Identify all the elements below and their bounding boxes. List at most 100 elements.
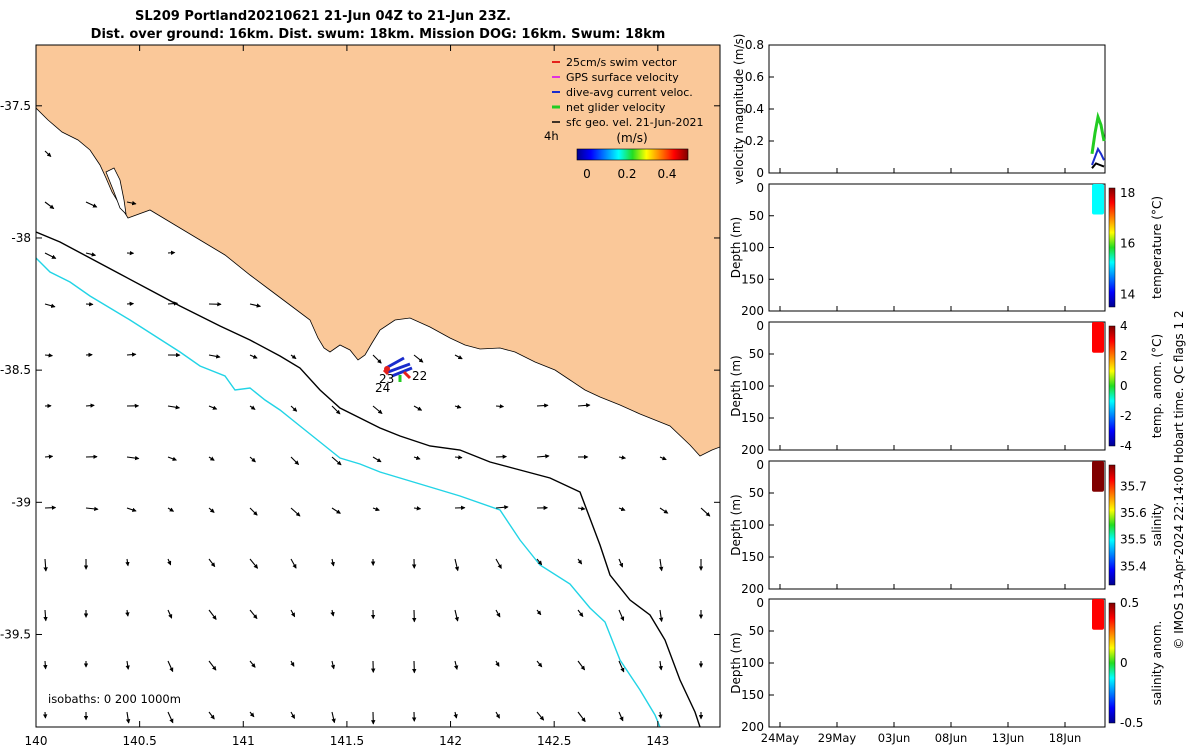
- geo-vector-arrow: [618, 506, 626, 512]
- panel-y-label: Depth (m): [729, 632, 743, 693]
- geo-vector-arrow: [577, 660, 586, 671]
- land-mass: [36, 45, 720, 457]
- isobath-1000m: [36, 257, 661, 727]
- geo-vector-arrow: [658, 660, 663, 671]
- colorbar-tick-label: 18: [1120, 186, 1135, 200]
- map-y-tick-label: -39.5: [0, 627, 31, 641]
- geo-vector-arrow: [495, 660, 500, 667]
- geo-vector-arrow: [43, 609, 48, 622]
- panel-y-tick-label: 50: [749, 486, 764, 500]
- geo-vector-arrow: [290, 405, 298, 412]
- geo-vector-arrow: [290, 609, 296, 618]
- geo-vector-arrow: [44, 201, 55, 209]
- panel-y-tick-label: 0: [756, 319, 764, 333]
- map-y-axis: -37.5 -38 -38.5 -39 -39.5: [0, 99, 720, 641]
- geo-vector-arrow: [536, 609, 542, 616]
- map-x-tick-label: 140.5: [122, 734, 156, 748]
- geo-vector-arrow: [167, 558, 172, 566]
- geo-vector-arrow: [125, 609, 130, 617]
- panel-y-tick-label: 100: [741, 518, 764, 532]
- velocity-series-line: [1090, 111, 1106, 155]
- geo-vector-arrow: [454, 354, 463, 360]
- geo-vector-arrow: [85, 506, 99, 512]
- map-x-tick-label: 140: [25, 734, 48, 748]
- geo-vector-arrow: [125, 660, 130, 670]
- time-tick-label: 03Jun: [878, 731, 911, 745]
- geo-vector-arrow: [249, 354, 258, 359]
- velocity-series-line: [1091, 146, 1105, 166]
- geo-vector-arrow: [126, 352, 137, 357]
- geo-vector-arrow: [208, 354, 221, 359]
- legend-item-gps: GPS surface velocity: [566, 71, 679, 84]
- panel-y-label: Depth (m): [729, 355, 743, 416]
- panel-1: 0 50 100 150 200 Depth (m) 14 16 18 temperature (…: [729, 181, 1164, 318]
- track-label-23: 23: [379, 372, 394, 386]
- time-tick-label: 13Jun: [992, 731, 1025, 745]
- geo-vector-arrow: [44, 150, 52, 157]
- chart-title-line2: Dist. over ground: 16km. Dist. swum: 18k…: [91, 27, 666, 42]
- geo-vector-arrow: [413, 455, 421, 460]
- geo-vector-arrow: [290, 507, 301, 517]
- geo-vector-arrow: [618, 711, 624, 722]
- geo-vector-arrow: [290, 558, 297, 569]
- colorbar-tick-label: 35.4: [1120, 559, 1147, 573]
- panel-y-tick-label: 0: [756, 181, 764, 195]
- geo-vector-arrow: [618, 660, 625, 673]
- profile-data-block: [1092, 184, 1104, 215]
- geo-vector-arrow: [167, 711, 174, 724]
- map-y-tick-label: -38: [11, 231, 31, 245]
- time-tick-label: 24May: [761, 731, 800, 745]
- colorbar-tick-label: 35.5: [1120, 533, 1147, 547]
- geo-vector-arrow: [372, 405, 383, 414]
- panel-y-tick-label: 0: [756, 596, 764, 610]
- geo-vector-arrow: [44, 252, 57, 259]
- land-inlet: [105, 167, 127, 216]
- geo-vector-arrow: [208, 711, 215, 720]
- panel-colorbar: [1108, 187, 1116, 308]
- legend-cbar-tick-2: 0.4: [657, 167, 676, 181]
- geo-vector-arrow: [536, 711, 545, 721]
- panel-y-tick-label: 0.6: [745, 70, 764, 84]
- panel-2: 0 50 100 150 200 Depth (m) 4 2 0 -2 -4 temp. anom. …: [729, 319, 1164, 457]
- geo-vector-arrow: [495, 711, 500, 719]
- colorbar-label: temp. anom. (°C): [1150, 334, 1164, 438]
- geo-vector-arrow: [577, 558, 583, 565]
- geo-vector-arrow: [43, 558, 48, 572]
- colorbar-tick-label: 0: [1120, 379, 1128, 393]
- panel-frame: [768, 321, 1106, 451]
- geo-vector-arrow: [536, 403, 549, 408]
- panel-y-tick-label: 150: [741, 688, 764, 702]
- geo-vector-arrow: [618, 609, 625, 622]
- geo-vector-arrow: [372, 354, 382, 364]
- panel-y-tick-label: 50: [749, 209, 764, 223]
- geo-vector-arrow: [331, 507, 341, 514]
- geo-vector-arrow: [126, 507, 137, 512]
- panel-frame: [768, 183, 1106, 312]
- panel-y-tick-label: 150: [741, 550, 764, 564]
- colorbar-tick-label: -4: [1120, 439, 1132, 453]
- velocity-series-line: [1091, 162, 1105, 169]
- panel-y-tick-label: 150: [741, 411, 764, 425]
- panel-y-tick-label: 100: [741, 656, 764, 670]
- geo-vector-arrow: [577, 711, 586, 723]
- panel-colorbar: [1108, 602, 1116, 724]
- map-y-tick-label: -39: [11, 495, 31, 509]
- legend-item-geo: sfc geo. vel. 21-Jun-2021: [566, 116, 703, 129]
- geo-vector-arrow: [330, 609, 335, 617]
- geo-vector-arrow: [413, 354, 424, 363]
- colorbar-tick-label: 4: [1120, 319, 1128, 333]
- colorbar-label: temperature (°C): [1150, 196, 1164, 299]
- glider-start-dot: [384, 366, 390, 372]
- geo-vector-arrow: [658, 711, 663, 720]
- geo-vector-arrow: [126, 200, 137, 206]
- map-x-tick-label: 143: [646, 734, 669, 748]
- panel-colorbar: [1108, 325, 1116, 447]
- geo-vector-arrow: [290, 711, 296, 720]
- time-tick-label: 29May: [818, 731, 857, 745]
- geo-vector-arrow: [413, 405, 423, 411]
- geo-vector-arrow: [495, 404, 505, 409]
- colorbar-tick-label: 0: [1120, 656, 1128, 670]
- geo-vector-arrow: [208, 609, 217, 620]
- track-label-24: 24: [375, 381, 390, 395]
